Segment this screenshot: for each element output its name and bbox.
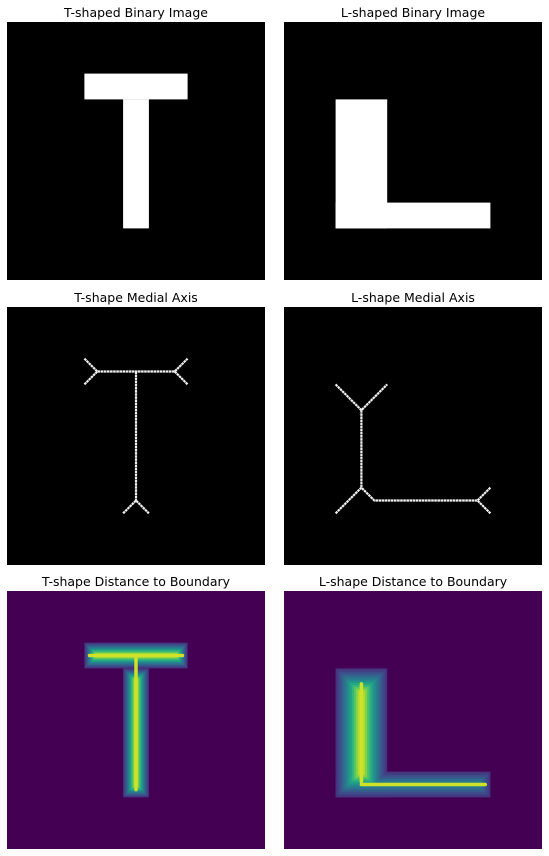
panel-title-l-medial: L-shape Medial Axis [351, 290, 475, 305]
panel-title-t-medial: T-shape Medial Axis [74, 290, 198, 305]
panel-title-t-distance: T-shape Distance to Boundary [41, 574, 231, 589]
l-distance-heatmap [284, 591, 542, 849]
t-binary-image [7, 22, 265, 280]
l-medial-axis-image [284, 307, 542, 565]
medial-axis-segment-4 [122, 499, 150, 515]
t-distance-heatmap [7, 591, 265, 849]
image-background [284, 307, 542, 565]
shape-region-1 [123, 99, 149, 229]
panel-title-l-distance: L-shape Distance to Boundary [318, 574, 508, 589]
l-binary-image [284, 22, 542, 280]
t-medial-axis-image [7, 307, 265, 565]
image-background [284, 22, 542, 280]
panel-title-t-binary: T-shaped Binary Image [64, 5, 208, 20]
panel-title-l-binary: L-shaped Binary Image [340, 5, 486, 20]
heatmap-background [284, 591, 542, 849]
medial-axis-segment-2 [334, 486, 478, 515]
shape-region-1 [335, 202, 491, 229]
medial-axis-segment-3 [476, 486, 492, 515]
shape-region-0 [84, 73, 188, 100]
